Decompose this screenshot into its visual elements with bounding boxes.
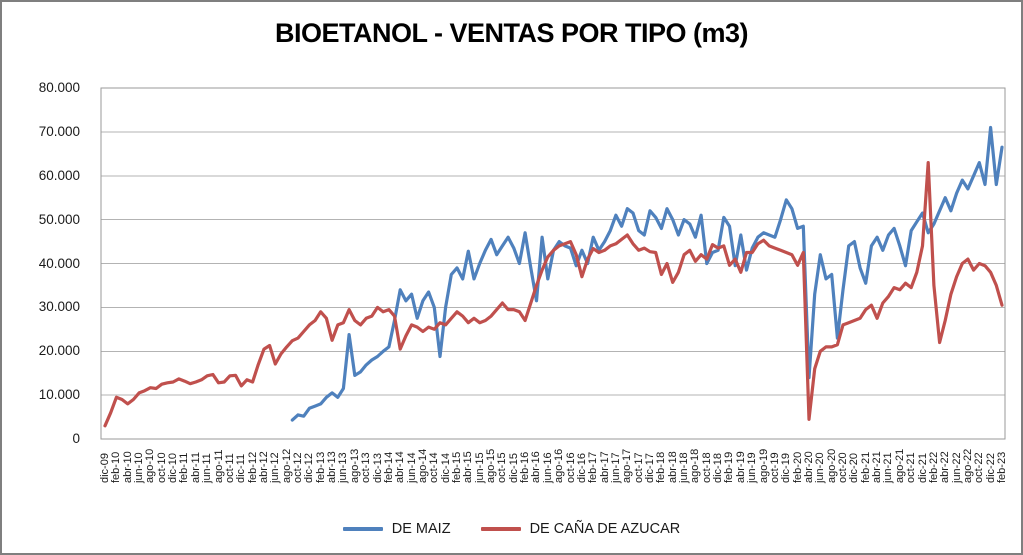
x-tick-label: abr-22: [939, 451, 952, 483]
x-tick-label: oct-18: [700, 452, 713, 483]
x-tick-label: dic-14: [439, 453, 452, 483]
x-tick-label: oct-10: [155, 452, 168, 483]
x-tick-label: dic-12: [303, 453, 316, 483]
x-tick-label: feb-21: [859, 451, 872, 483]
x-tick-label: dic-13: [371, 453, 384, 483]
x-tick-label: abr-15: [462, 451, 475, 483]
x-tick-label: feb-17: [587, 451, 600, 483]
chart-legend: DE MAIZ DE CAÑA DE AZUCAR: [2, 521, 1021, 537]
x-tick-label: feb-12: [246, 451, 259, 483]
legend-item-de-maiz: DE MAIZ: [342, 521, 451, 537]
x-tick-label: ago-10: [144, 448, 157, 483]
x-tick-label: ago-16: [553, 448, 566, 483]
x-tick-label: ago-19: [757, 448, 770, 483]
x-tick-label: dic-19: [780, 453, 793, 483]
x-tick-label: dic-15: [507, 453, 520, 483]
x-tick-label: jun-12: [269, 452, 282, 483]
x-tick-label: abr-16: [530, 451, 543, 483]
y-tick-label: 50.000: [38, 211, 80, 227]
legend-item-de-cana-de-azucar: DE CAÑA DE AZUCAR: [480, 521, 681, 537]
x-tick-label: dic-20: [848, 453, 861, 483]
x-tick-label: oct-14: [428, 452, 441, 483]
x-tick-label: ago-13: [348, 448, 361, 483]
x-tick-label: jun-22: [950, 452, 963, 483]
x-tick-label: jun-16: [541, 452, 554, 483]
x-tick-label: jun-20: [814, 452, 827, 483]
x-tick-label: feb-13: [314, 451, 327, 483]
x-tick-label: jun-21: [882, 452, 895, 483]
legend-label: DE CAÑA DE AZUCAR: [529, 521, 681, 537]
y-tick-label: 40.000: [38, 255, 80, 271]
x-tick-label: feb-19: [723, 451, 736, 483]
y-tick-label: 60.000: [38, 167, 80, 183]
y-tick-label: 0: [72, 431, 80, 446]
x-tick-label: abr-10: [121, 451, 134, 483]
x-tick-label: oct-13: [360, 452, 373, 483]
x-tick-label: ago-20: [825, 448, 838, 483]
x-tick-label: abr-14: [394, 451, 407, 483]
x-tick-label: feb-18: [655, 451, 668, 483]
x-tick-label: feb-10: [110, 451, 123, 483]
x-tick-label: jun-14: [405, 452, 418, 483]
x-tick-label: dic-21: [916, 453, 929, 483]
x-tick-label: ago-17: [621, 448, 634, 483]
x-tick-label: oct-16: [564, 452, 577, 483]
x-tick-label: jun-11: [201, 453, 214, 483]
y-tick-label: 30.000: [38, 299, 80, 315]
x-tick-label: oct-15: [496, 452, 509, 483]
y-tick-label: 80.000: [38, 80, 80, 95]
plot-border: [100, 87, 1006, 440]
x-tick-label: ago-18: [689, 448, 702, 483]
x-tick-label: oct-21: [905, 452, 918, 483]
x-tick-label: ago-21: [893, 448, 906, 483]
y-tick-label: 70.000: [38, 123, 80, 139]
x-tick-label: abr-17: [598, 451, 611, 483]
legend-line-sample-red: [480, 527, 521, 531]
x-tick-label: feb-23: [996, 451, 1008, 483]
x-tick-label: feb-11: [178, 452, 191, 483]
x-tick-label: dic-22: [984, 453, 997, 483]
legend-label: DE MAIZ: [391, 521, 451, 537]
series-line-0: [290, 125, 1004, 422]
x-tick-label: ago-11: [212, 449, 225, 483]
legend-line-sample-blue: [342, 527, 383, 531]
x-tick-label: oct-22: [973, 452, 986, 483]
x-tick-label: ago-12: [280, 448, 293, 483]
x-tick-label: jun-13: [337, 452, 350, 483]
y-tick-label: 20.000: [38, 343, 80, 359]
x-tick-label: feb-20: [791, 451, 804, 483]
series-line-1: [103, 161, 1004, 428]
x-tick-label: abr-18: [666, 451, 679, 483]
chart-title: BIOETANOL - VENTAS POR TIPO (m3): [274, 18, 749, 48]
x-tick-label: oct-17: [632, 452, 645, 483]
x-tick-label: jun-19: [746, 452, 759, 483]
x-tick-label: jun-15: [473, 452, 486, 483]
y-tick-label: 10.000: [38, 387, 80, 403]
x-tick-label: dic-11: [235, 453, 248, 483]
